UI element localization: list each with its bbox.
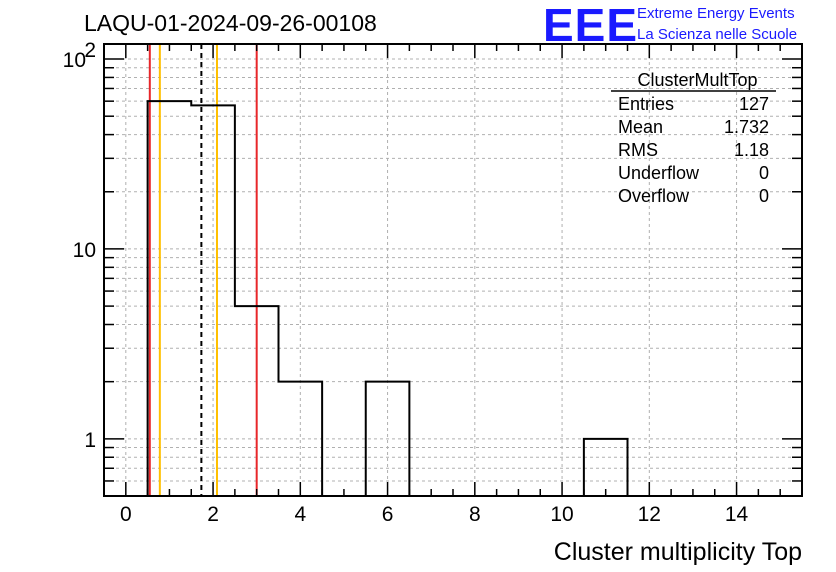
- stats-value: 0: [759, 186, 769, 206]
- stats-value: 1.732: [724, 117, 769, 137]
- stats-box: ClusterMultTop Entries 127 Mean 1.732 RMS 1.1…: [611, 70, 776, 206]
- stats-label: Entries: [618, 94, 674, 114]
- marker-lines: [148, 44, 258, 496]
- y-tick-label: 10: [73, 239, 96, 262]
- stats-value: 1.18: [734, 140, 769, 160]
- stats-value: 0: [759, 163, 769, 183]
- y-tick-label: 1: [84, 429, 96, 452]
- eee-logo-mark: EEE: [543, 0, 639, 51]
- stats-label: Overflow: [618, 186, 690, 206]
- histogram-outline: [146, 100, 629, 496]
- stats-value: 127: [739, 94, 769, 114]
- x-tick-label: 14: [725, 503, 749, 526]
- x-tick-label: 8: [469, 503, 481, 526]
- x-tick-label: 2: [207, 503, 219, 526]
- stats-label: Mean: [618, 117, 663, 137]
- axis-ticks: [104, 44, 802, 496]
- plot-title: LAQU-01-2024-09-26-00108: [84, 10, 377, 36]
- x-tick-label: 0: [120, 503, 132, 526]
- logo-line-2: La Scienza nelle Scuole: [637, 26, 798, 43]
- x-axis-label: Cluster multiplicity Top: [554, 538, 802, 566]
- y-tick-label: 10: [63, 49, 86, 72]
- plot-frame: [103, 43, 803, 497]
- stats-label: Underflow: [618, 163, 700, 183]
- x-tick-label: 4: [294, 503, 306, 526]
- logo-line-1: Extreme Energy Events: [637, 5, 795, 22]
- y-tick-exponent: 2: [84, 39, 96, 62]
- stats-title: ClusterMultTop: [637, 70, 757, 90]
- x-tick-labels: 0 2 4 6 8 10 12 14: [120, 503, 749, 526]
- x-tick-label: 12: [638, 503, 661, 526]
- x-tick-label: 10: [550, 503, 573, 526]
- grid-lines: [104, 44, 802, 496]
- x-tick-label: 6: [382, 503, 394, 526]
- stats-rows: Entries 127 Mean 1.732 RMS 1.18 Underflow 0 Over…: [618, 94, 769, 206]
- stats-label: RMS: [618, 140, 658, 160]
